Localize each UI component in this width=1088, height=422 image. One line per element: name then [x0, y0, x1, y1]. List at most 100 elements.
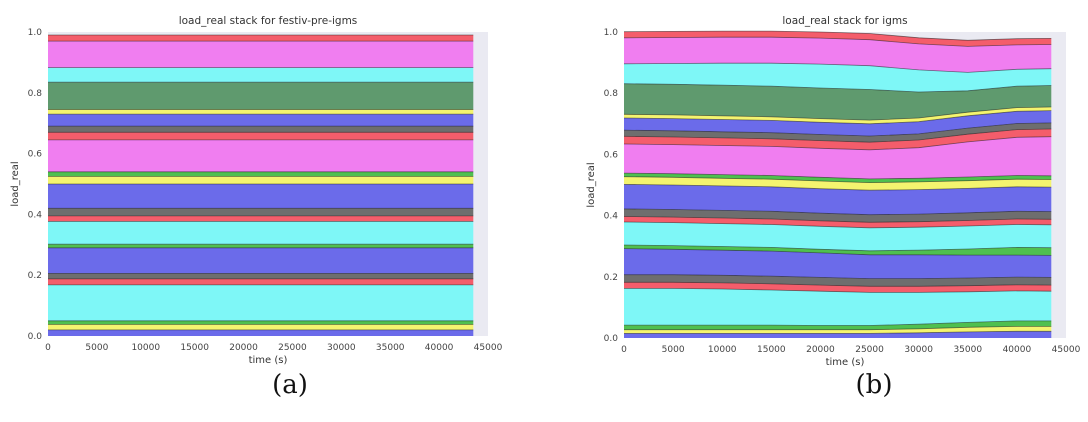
charta-area-band-3: [48, 284, 474, 321]
chartb-y-tick-label: 0.4: [604, 212, 619, 222]
charta-area-band-11: [48, 184, 474, 209]
charta-y-axis-label: load_real: [10, 161, 21, 206]
chartb-band-boundary-21: [623, 36, 1052, 47]
charta-area-band-21: [48, 41, 474, 68]
chartb-area-band-0: [624, 331, 1052, 338]
chartb-band-boundary-3: [624, 288, 1052, 293]
charta-area-band-13: [48, 171, 474, 177]
charta-area-band-17: [48, 114, 474, 127]
chartb-area-band-4: [624, 282, 1052, 293]
chartb-band-boundary-7: [623, 244, 1052, 252]
charta-area-band-6: [48, 247, 474, 274]
chartb-band-boundary-17: [623, 110, 1052, 125]
chartb-band-boundary-4: [624, 281, 1052, 287]
charta-area-band-14: [48, 139, 474, 172]
chartb-area-band-14: [624, 136, 1052, 179]
charta-y-tick-label: 0.6: [28, 150, 43, 160]
charta-area-band-12: [48, 176, 474, 184]
chartb-x-tick-label: 35000: [953, 345, 982, 355]
charta-x-tick-label: 10000: [131, 343, 160, 353]
chartb-y-tick-label: 0.6: [604, 150, 619, 160]
stacked-area-chart-a: load_real stack for festiv-pre-igms 0 5000…: [10, 15, 503, 366]
chartb-x-tick-label: 15000: [757, 345, 786, 355]
chartb-area-band-19: [624, 83, 1052, 121]
charta-y-tick-label: 0.4: [28, 210, 43, 220]
chartb-x-tick-label: 0: [621, 345, 627, 355]
chartb-band-boundary-16: [623, 122, 1052, 137]
chartb-area-band-10: [624, 208, 1052, 223]
charta-x-tick-label: 45000: [474, 343, 503, 353]
chartb-x-tick-label: 45000: [1052, 345, 1081, 355]
chartb-x-tick-label: 40000: [1003, 345, 1032, 355]
charta-x-axis-label: time (s): [249, 355, 288, 366]
chart-panel-a: load_real stack for festiv-pre-igms 0 5000…: [10, 15, 503, 400]
caption-a: (a): [272, 370, 308, 400]
chartb-band-boundary-1: [624, 326, 1052, 331]
chartb-band-boundary-11: [623, 184, 1052, 191]
charta-area-band-7: [48, 244, 474, 248]
chartb-title: load_real stack for igms: [782, 15, 907, 27]
charta-x-tick-label: 25000: [278, 343, 307, 353]
chartb-band-boundary-6: [623, 248, 1052, 256]
charta-y-tick-label: 0.0: [28, 332, 43, 342]
charta-y-tick-label: 0.2: [28, 271, 42, 281]
chartb-band-boundary-15: [623, 128, 1052, 143]
chartb-area-band-2: [624, 320, 1052, 330]
chartb-band-boundary-10: [623, 208, 1052, 216]
chartb-y-tick-label: 1.0: [604, 28, 619, 38]
chartb-area-band-3: [624, 288, 1052, 326]
charta-x-tick-label: 30000: [327, 343, 356, 353]
chartb-band-boundary-5: [624, 274, 1052, 279]
chartb-x-tick-label: 10000: [708, 345, 737, 355]
chartb-band-boundary-8: [623, 221, 1052, 229]
chartb-area-band-5: [624, 274, 1052, 287]
charta-area-band-18: [48, 109, 474, 115]
chartb-area-band-12: [624, 176, 1052, 191]
chartb-band-boundary-9: [623, 216, 1052, 223]
chartb-band-boundary-19: [623, 83, 1052, 93]
charta-area-band-19: [48, 82, 474, 110]
chartb-y-tick-label: 0.8: [604, 89, 619, 99]
charta-title: load_real stack for festiv-pre-igms: [179, 15, 358, 27]
charta-area-band-9: [48, 215, 474, 222]
charta-x-tick-label: 15000: [180, 343, 209, 353]
chartb-x-tick-label: 30000: [904, 345, 933, 355]
charta-y-tick-label: 1.0: [28, 28, 43, 38]
chartb-band-boundary-2: [624, 320, 1052, 326]
chart-panel-b: load_real stack for igms 0 5000 10000 15000 2…: [544, 0, 1088, 422]
chartb-area-band-17: [624, 110, 1052, 136]
chartb-band-boundary-13: [623, 172, 1052, 180]
charta-area-band-8: [48, 221, 474, 245]
chartb-area-band-16: [624, 122, 1052, 143]
charta-area-band-5: [48, 273, 474, 279]
chartb-area-band-9: [624, 216, 1052, 228]
chartb-area-band-21: [624, 37, 1052, 73]
chartb-band-boundary-0: [624, 330, 1052, 334]
charta-area-band-15: [48, 132, 474, 140]
charta-area-band-20: [48, 67, 474, 83]
charta-area-band-1: [48, 324, 474, 330]
chartb-area-band-20: [624, 63, 1052, 92]
chartb-band-boundary-18: [623, 106, 1052, 121]
charta-x-tick-label: 20000: [229, 343, 258, 353]
caption-b: (b): [855, 370, 893, 400]
chartb-x-tick-label: 20000: [806, 345, 835, 355]
charta-x-tick-label: 35000: [376, 343, 405, 353]
chartb-area-band-8: [624, 222, 1052, 251]
chartb-band-boundary-12: [623, 176, 1052, 184]
chartb-y-tick-label: 0.0: [604, 334, 619, 344]
chartb-area-band-13: [624, 173, 1052, 183]
charta-area-band-0: [48, 329, 474, 336]
charta-area-band-10: [48, 208, 474, 216]
chartb-x-tick-label: 25000: [855, 345, 884, 355]
charta-x-tick-label: 5000: [85, 343, 108, 353]
stacked-area-chart-b: load_real stack for igms 0 5000 10000 15000 2…: [586, 15, 1081, 368]
chartb-x-axis-label: time (s): [826, 357, 865, 368]
charta-area-band-16: [48, 126, 474, 133]
charta-y-tick-label: 0.8: [28, 89, 43, 99]
charta-area-band-4: [48, 278, 474, 285]
charta-x-tick-label: 0: [45, 343, 51, 353]
chartb-area-band-11: [624, 184, 1052, 215]
chartb-area-band-6: [624, 248, 1052, 279]
charta-area-band-2: [48, 320, 474, 325]
